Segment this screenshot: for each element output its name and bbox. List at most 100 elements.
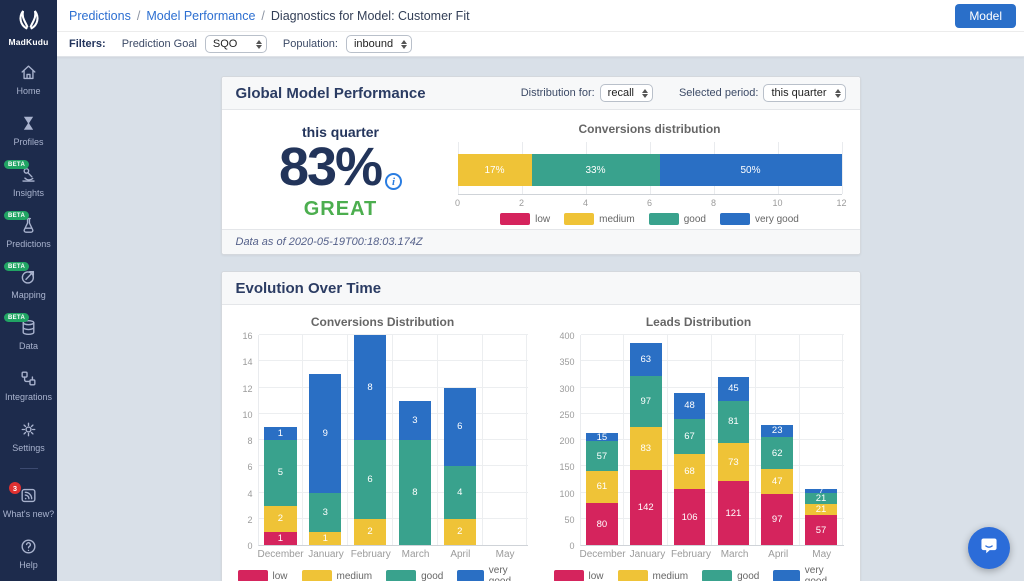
legend-swatch-low — [237, 570, 268, 581]
legend-label: very good — [488, 565, 511, 581]
sidebar-item-data[interactable]: BETA Data — [0, 308, 57, 359]
bar-segment-medium: 2 — [443, 518, 476, 545]
legend-swatch-good — [386, 570, 417, 581]
whats-new-icon — [19, 485, 39, 505]
beta-badge: BETA — [4, 211, 30, 220]
sidebar-item-help[interactable]: Help — [0, 527, 57, 578]
chart-legend: low medium good very good — [454, 213, 846, 225]
legend-item-good: good — [386, 565, 443, 581]
y-axis: 0 50 100 150 200 250 300 350 400 — [554, 331, 580, 551]
bar-segment-good: 33% — [531, 154, 660, 186]
legend-item-low: low — [500, 213, 550, 225]
stacked-bar-january: 1 3 9 — [309, 374, 342, 545]
bar-segment-low: 1 — [264, 531, 297, 545]
y-tick-label: 2 — [247, 514, 253, 525]
x-tick-label: February — [671, 549, 712, 560]
bar-segment-low: 97 — [761, 494, 794, 545]
bar-segment-label: 6 — [367, 473, 373, 485]
gridline — [258, 386, 528, 388]
bar-segment-label: 21 — [815, 493, 827, 505]
evolution-title: Evolution Over Time — [235, 279, 382, 297]
global-performance-title: Global Model Performance — [235, 84, 426, 102]
sidebar-item-what-s-new[interactable]: 3 What's new? — [0, 476, 57, 527]
sidebar-item-predictions[interactable]: BETA Predictions — [0, 206, 57, 257]
bar-segment-label: 1 — [277, 532, 284, 544]
legend-swatch-very-good — [773, 570, 800, 581]
legend-label: very good — [804, 565, 827, 581]
x-tick-label: March — [401, 549, 430, 560]
gridline — [580, 465, 844, 467]
selected-period-select[interactable]: this quarter — [763, 84, 846, 102]
bar-segment-label: 57 — [815, 524, 827, 536]
sidebar-item-settings[interactable]: Settings — [0, 410, 57, 461]
legend-label: low — [272, 570, 288, 581]
score-period-label: this quarter — [301, 123, 379, 140]
y-tick-label: 0 — [247, 541, 253, 551]
sidebar-item-mapping[interactable]: BETA Mapping — [0, 257, 57, 308]
sidebar-item-label: Integrations — [4, 392, 53, 402]
bar-segment-very-good: 45 — [717, 377, 750, 401]
bar-segment-label: 47 — [771, 476, 783, 488]
top-bar: Predictions / Model Performance / Diagnostic… — [57, 0, 1024, 32]
legend-label: good — [683, 213, 706, 225]
breadcrumb-link[interactable]: Model Performance — [146, 8, 256, 23]
main-area: Predictions / Model Performance / Diagnostic… — [57, 0, 1024, 581]
bar-segment-very-good: 7 — [805, 486, 837, 497]
bar-segment-label: 57 — [596, 450, 608, 462]
category-column-january: 142 83 97 63 — [624, 335, 669, 545]
global-model-performance-card: Global Model Performance Distribution fo… — [220, 76, 861, 255]
x-tick-label: April — [450, 549, 471, 560]
category-column-march: 121 73 81 45 — [712, 335, 756, 545]
prediction-goal-select[interactable]: SQO — [204, 35, 267, 53]
bar-segment-label: 97 — [771, 514, 783, 526]
bar-segment-label: 3 — [322, 506, 328, 518]
model-button[interactable]: Model — [955, 3, 1016, 28]
plot-area: 17% 33% 50% — [457, 142, 843, 194]
score-rating: GREAT — [303, 198, 378, 221]
population-select[interactable]: inbound — [345, 35, 413, 53]
madkudu-logo[interactable]: MadKudu — [8, 0, 48, 53]
bar-segment-good: 5 — [264, 440, 297, 506]
breadcrumb-link[interactable]: Predictions — [69, 8, 131, 23]
conversions-distribution-chart: Conversions distribution 17% 33% 50% 0 2 4 6 8 10… — [446, 120, 847, 225]
bar-segment-medium: 61 — [586, 470, 618, 503]
filters-bar: Filters: Prediction Goal SQO Population:… — [57, 32, 1024, 57]
bar-segment-very-good: 15 — [586, 432, 618, 443]
sidebar-item-insights[interactable]: BETA Insights — [0, 155, 57, 206]
legend-label: very good — [754, 213, 799, 225]
bar-segment-good: 8 — [398, 440, 432, 545]
legend-item-low: low — [237, 565, 288, 581]
distribution-for-select[interactable]: recall — [599, 84, 653, 102]
x-tick-label: May — [812, 549, 832, 560]
sidebar-item-home[interactable]: Home — [0, 53, 57, 104]
bar-segment-very-good: 1 — [264, 426, 297, 440]
sidebar-item-integrations[interactable]: Integrations — [0, 359, 57, 410]
y-tick-label: 0 — [569, 541, 575, 551]
sidebar-item-label: Home — [16, 86, 41, 96]
bar-segment-very-good: 3 — [398, 400, 432, 440]
home-icon — [19, 62, 39, 82]
x-tick-label: January — [308, 549, 344, 560]
info-icon[interactable]: i — [385, 173, 403, 191]
bar-segment-label: 80 — [596, 518, 608, 530]
beta-badge: BETA — [4, 262, 30, 271]
sidebar-divider — [19, 468, 38, 469]
x-axis: 0 2 4 6 8 10 12 — [455, 194, 847, 208]
x-tick-label: April — [768, 549, 789, 560]
global-performance-header: Global Model Performance Distribution fo… — [221, 77, 860, 110]
bar-segment-medium: 68 — [673, 453, 706, 490]
bar-segment-label: 9 — [322, 427, 328, 439]
leads-distribution-title: Leads Distribution — [645, 315, 752, 329]
legend-label: good — [421, 570, 444, 581]
y-tick-label: 16 — [242, 331, 253, 341]
category-column-february: 2 6 8 — [348, 335, 393, 545]
y-tick-label: 12 — [242, 383, 253, 394]
gridline — [580, 334, 844, 335]
legend-item-medium: medium — [301, 565, 372, 581]
bar-segment-label: 63 — [640, 353, 652, 365]
intercom-chat-button[interactable] — [968, 527, 1010, 569]
content-area: Global Model Performance Distribution fo… — [57, 57, 1024, 581]
sidebar-item-profiles[interactable]: Profiles — [0, 104, 57, 155]
leads-evolution-chart: Leads Distribution 0 50 100 150 200 250 300 350 4… — [553, 315, 844, 581]
